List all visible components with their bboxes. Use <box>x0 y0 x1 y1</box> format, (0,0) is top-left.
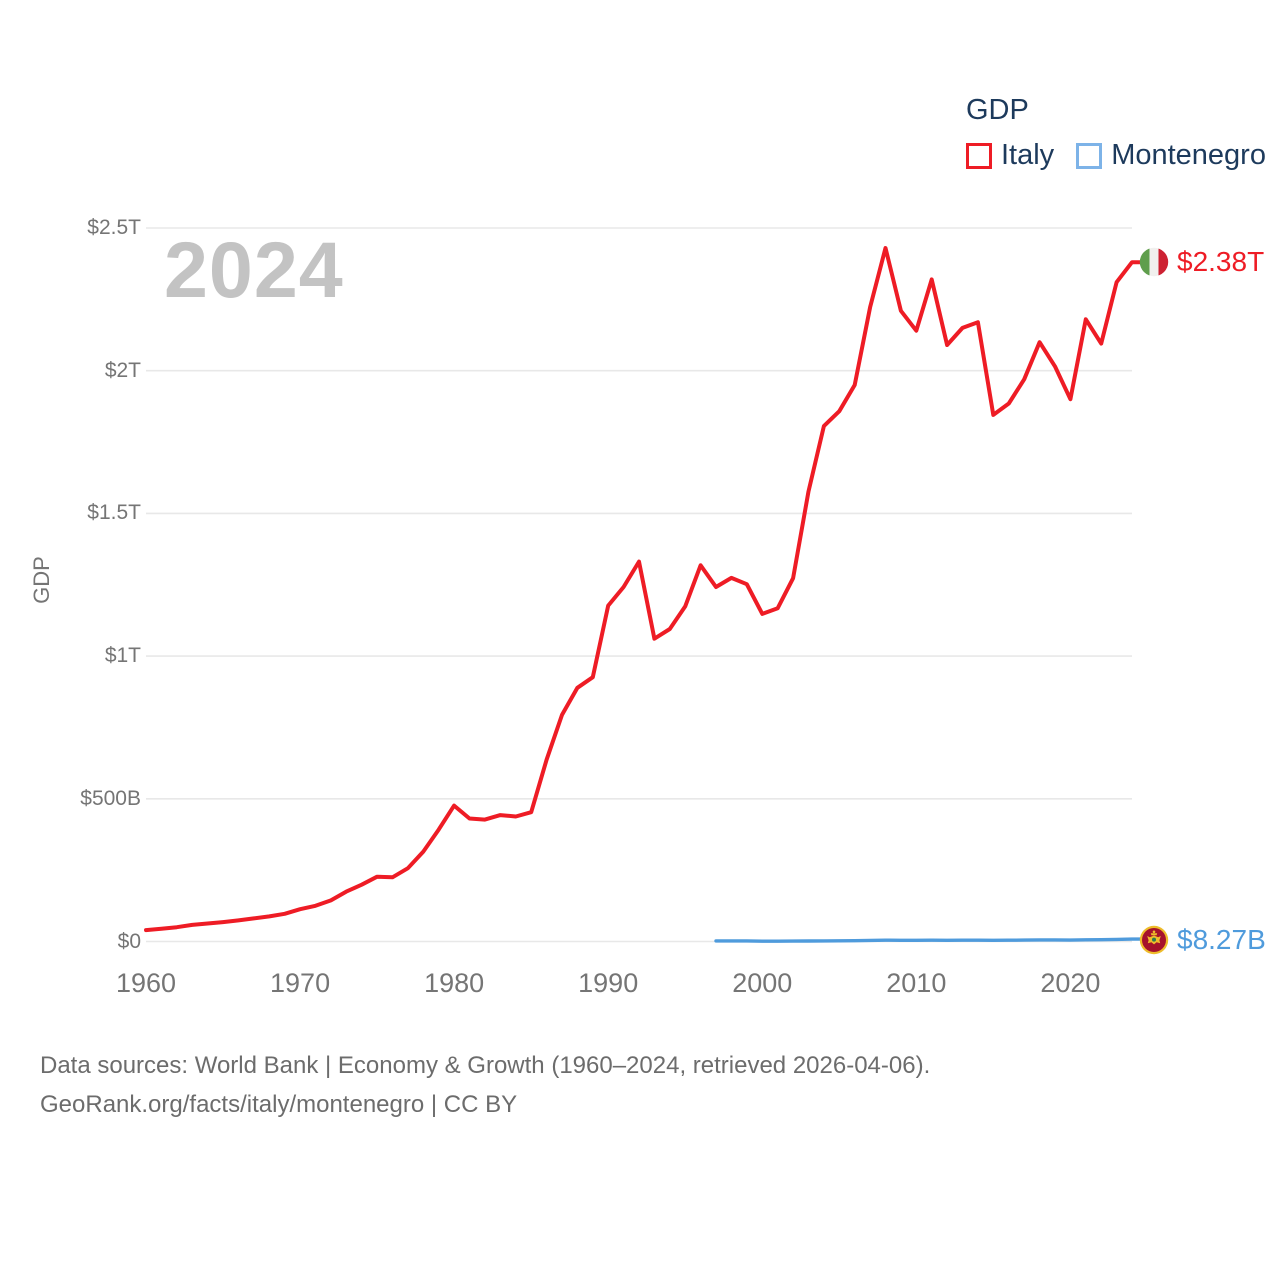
y-tick-label: $1T <box>104 644 141 668</box>
y-tick-label: $2.5T <box>87 216 141 239</box>
legend-item-italy[interactable]: Italy <box>966 139 1054 172</box>
montenegro-flag-icon <box>1139 925 1169 955</box>
x-tick-label: 2000 <box>732 968 793 998</box>
source-caption: Data sources: World Bank | Economy & Gro… <box>40 1046 930 1124</box>
italy-flag-icon <box>1139 247 1169 277</box>
italy-end-value: $2.38T <box>1177 246 1265 277</box>
legend-item-montenegro[interactable]: Montenegro <box>1076 139 1266 172</box>
x-tick-label: 1980 <box>424 968 485 998</box>
x-tick-label: 2020 <box>1040 968 1101 998</box>
italy-gdp-line[interactable] <box>144 246 1144 933</box>
y-tick-label: $0 <box>117 929 141 953</box>
legend: GDP Italy Montenegro <box>966 94 1266 172</box>
gridlines <box>146 227 1132 943</box>
y-tick-label: $2T <box>104 358 141 382</box>
x-tick-label: 1990 <box>578 968 639 998</box>
year-watermark: 2024 <box>164 225 344 314</box>
y-tick-label: $500B <box>80 786 141 810</box>
x-tick-label: 2010 <box>886 968 947 998</box>
legend-title: GDP <box>966 94 1029 126</box>
legend-label-montenegro: Montenegro <box>1111 139 1266 171</box>
source-caption-line-2: GeoRank.org/facts/italy/montenegro | CC … <box>40 1091 518 1118</box>
x-tick-label: 1970 <box>270 968 331 998</box>
source-caption-line-1: Data sources: World Bank | Economy & Gro… <box>40 1052 931 1079</box>
italy-swatch-icon <box>966 142 992 169</box>
y-tick-label: $1.5T <box>87 501 141 525</box>
legend-items: Italy Montenegro <box>966 139 1266 172</box>
montenegro-end-value: $8.27B <box>1177 924 1266 955</box>
italy-end-label[interactable]: $2.38T <box>1139 246 1264 278</box>
montenegro-end-label[interactable]: $8.27B <box>1139 924 1266 956</box>
plot-area[interactable] <box>0 0 1280 1010</box>
x-tick-label: 1960 <box>115 968 177 998</box>
montenegro-gdp-line[interactable] <box>714 937 1144 943</box>
montenegro-swatch-icon <box>1076 142 1103 169</box>
legend-label-italy: Italy <box>1001 139 1055 171</box>
